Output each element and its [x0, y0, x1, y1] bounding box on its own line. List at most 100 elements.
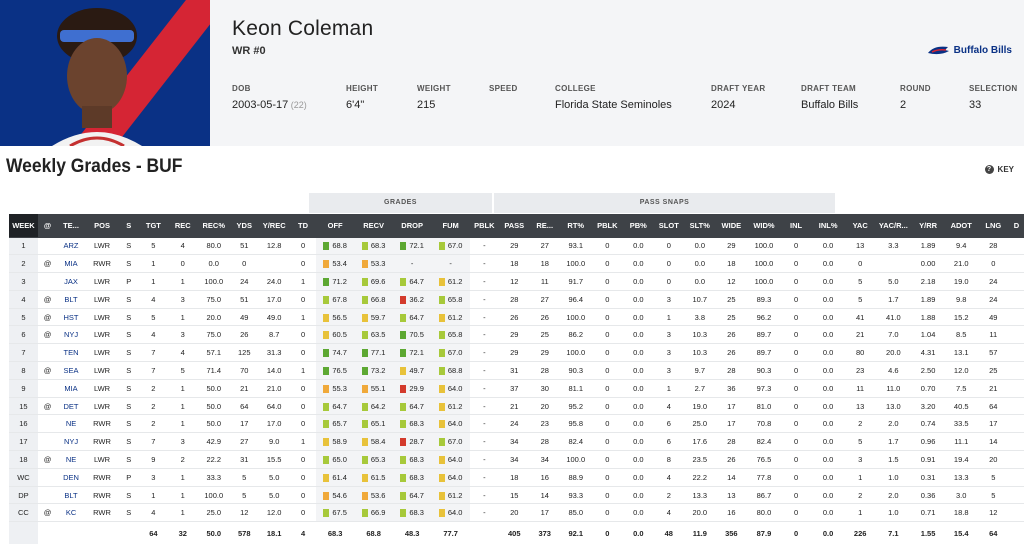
table-cell: 0	[290, 379, 316, 398]
table-cell: 0	[591, 308, 623, 327]
table-row[interactable]: 6 @ NYJ LWR S 4 3 75.0 26 8.7 0 60.5 63.5 70.5 65.8-29…	[9, 325, 1024, 345]
meta-round: ROUND 2	[900, 84, 931, 111]
col-header[interactable]: OFF	[315, 214, 355, 238]
table-cell: 18	[715, 254, 747, 274]
col-header[interactable]: LNG	[977, 214, 1009, 238]
table-cell: 53.6	[354, 486, 393, 505]
col-header[interactable]: PBLK	[591, 214, 623, 238]
col-header[interactable]: TD	[290, 214, 316, 238]
table-row[interactable]: WC DEN RWR P 3 1 33.3 5 5.0 0 61.4 61.5 68.3 64.0-18 1…	[9, 468, 1024, 487]
grade-swatch	[400, 509, 407, 518]
meta-label: SELECTION	[969, 84, 1018, 93]
table-row[interactable]: 1 ARZ LWR S 5 4 80.0 51 12.8 0 68.8 68.3 72.1 67.0-29…	[9, 237, 1024, 256]
table-row[interactable]: 2 @ MIA RWR S 1 0 0.0 0 0 53.4 53.3- - -18 18 100.0 0 0.0…	[9, 254, 1024, 274]
table-row[interactable]: 7 TEN LWR S 7 4 57.1 125 31.3 0 74.7 77.1 72.1 67.0-2…	[9, 343, 1024, 363]
table-row[interactable]: 4 @ BLT LWR S 4 3 75.0 51 17.0 0 67.8 66.8 36.2 65.8-2…	[9, 290, 1024, 309]
table-cell: 21	[845, 325, 876, 345]
table-cell: 2	[168, 450, 198, 469]
table-cell: 58.4	[354, 432, 393, 452]
table-cell: 1	[290, 272, 316, 291]
table-cell: 29	[498, 325, 530, 345]
table-cell: 0	[591, 486, 623, 505]
table-cell: 0	[781, 325, 811, 345]
col-header[interactable]: PB%	[622, 214, 654, 238]
table-cell: 3	[168, 432, 198, 452]
grade-swatch	[323, 473, 330, 482]
grade-swatch	[438, 438, 445, 447]
col-header[interactable]: YDS	[230, 214, 259, 238]
col-header[interactable]: Y/REC	[258, 214, 291, 238]
col-header[interactable]: WID%	[746, 214, 782, 238]
table-cell: 0	[591, 361, 623, 380]
table-cell: NYJ	[57, 432, 85, 452]
table-cell: 70.8	[746, 414, 782, 434]
table-cell: -	[469, 397, 499, 416]
table-cell: 0	[591, 414, 623, 434]
table-row[interactable]: 17 NYJ RWR S 7 3 42.9 27 9.0 1 58.9 58.4 28.7 67.0-34…	[9, 432, 1024, 452]
col-header[interactable]: YAC/R...	[875, 214, 912, 238]
table-cell: 4	[653, 468, 684, 487]
grade-swatch	[438, 420, 445, 429]
table-row[interactable]: 15 @ DET LWR S 2 1 50.0 64 64.0 0 64.7 64.2 64.7 61.2-…	[9, 397, 1024, 416]
meta-value: 2024	[711, 99, 736, 111]
col-header[interactable]: REC%	[197, 214, 231, 238]
col-header[interactable]: DROP	[392, 214, 432, 238]
col-header[interactable]: TGT	[138, 214, 169, 238]
col-header[interactable]: POS	[84, 214, 120, 238]
table-cell: 125	[230, 343, 259, 363]
table-row[interactable]: DP BLT RWR S 1 1 100.0 5 5.0 0 54.6 53.6 64.7 61.2-15…	[9, 486, 1024, 505]
key-button[interactable]: ? KEY	[984, 165, 1014, 174]
col-header[interactable]: WEEK	[9, 214, 38, 238]
grade-swatch	[438, 509, 445, 518]
table-cell: 64.0	[431, 414, 470, 434]
table-row[interactable]: 8 @ SEA LWR S 7 5 71.4 70 14.0 1 76.5 73.2 49.7 68.8-3…	[9, 361, 1024, 380]
table-cell: 17	[715, 397, 747, 416]
table-cell: 0	[781, 361, 811, 380]
col-header[interactable]: S	[119, 214, 139, 238]
col-header[interactable]: INL%	[811, 214, 846, 238]
grade-swatch	[438, 313, 445, 322]
col-header[interactable]: Y/RR	[911, 214, 945, 238]
table-cell: 49	[977, 308, 1009, 327]
grade-swatch	[400, 295, 407, 304]
col-header[interactable]: INL	[781, 214, 811, 238]
table-cell: 0	[781, 503, 811, 523]
col-header[interactable]: RT%	[559, 214, 592, 238]
col-header[interactable]: @	[37, 214, 58, 238]
team-link[interactable]: Buffalo Bills	[926, 44, 1012, 56]
table-row[interactable]: 5 @ HST LWR S 5 1 20.0 49 49.0 1 56.5 59.7 64.7 61.2-2…	[9, 308, 1024, 327]
col-header[interactable]: ADOT	[944, 214, 978, 238]
total-cell: 0	[591, 521, 623, 544]
col-header[interactable]: REC	[168, 214, 198, 238]
table-cell: 0.0	[622, 343, 654, 363]
table-cell: 17	[715, 414, 747, 434]
table-cell: 96.2	[746, 308, 782, 327]
total-cell: 18.1	[258, 521, 291, 544]
table-row[interactable]: 16 NE RWR S 2 1 50.0 17 17.0 0 65.7 65.1 68.3 64.0-24…	[9, 414, 1024, 434]
table-row[interactable]: CC @ KC RWR S 4 1 25.0 12 12.0 0 67.5 66.9 68.3 64.0-2…	[9, 503, 1024, 523]
table-cell: 5	[138, 237, 169, 256]
grade-swatch	[400, 278, 407, 286]
table-row[interactable]: 9 MIA LWR S 2 1 50.0 21 21.0 0 55.3 55.1 29.9 64.0-37…	[9, 379, 1024, 398]
meta-label: DRAFT TEAM	[801, 84, 856, 93]
col-header[interactable]: WIDE	[715, 214, 747, 238]
col-header[interactable]: RECV	[354, 214, 393, 238]
table-row[interactable]: 3 JAX LWR P 1 1 100.0 24 24.0 1 71.2 69.6 64.7 61.2-1…	[9, 272, 1024, 291]
col-header[interactable]: FUM	[431, 214, 470, 238]
table-cell: 23.5	[683, 450, 716, 469]
table-cell: 0.0	[811, 414, 846, 434]
col-header[interactable]: PBLK	[469, 214, 499, 238]
col-header[interactable]: D	[1008, 214, 1024, 238]
total-cell: 405	[498, 521, 530, 544]
table-cell: 67.8	[315, 290, 355, 309]
col-header[interactable]: SLT%	[683, 214, 716, 238]
col-header[interactable]: TE...	[57, 214, 85, 238]
col-header[interactable]: YAC	[845, 214, 876, 238]
table-cell: 16	[715, 503, 747, 523]
col-header[interactable]: RE...	[529, 214, 560, 238]
grade-swatch	[438, 278, 445, 286]
table-cell: 13.3	[944, 468, 978, 487]
col-header[interactable]: SLOT	[653, 214, 684, 238]
table-row[interactable]: 18 @ NE LWR S 9 2 22.2 31 15.5 0 65.0 65.3 68.3 64.0-3…	[9, 450, 1024, 469]
col-header[interactable]: PASS	[498, 214, 530, 238]
